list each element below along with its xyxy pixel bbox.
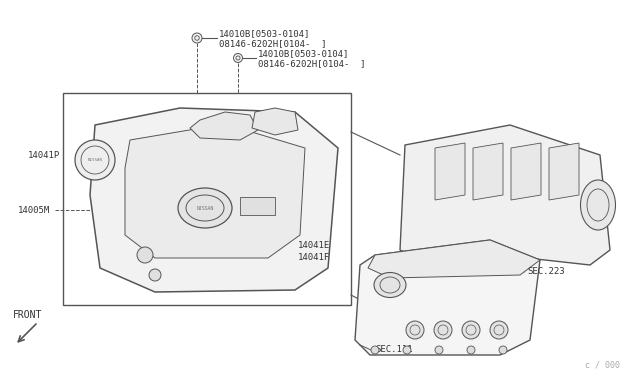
Polygon shape (368, 240, 540, 278)
Polygon shape (400, 125, 610, 265)
Circle shape (192, 33, 202, 43)
Circle shape (234, 54, 243, 62)
Text: V6: V6 (253, 204, 261, 210)
Text: 08146-6202H[0104-  ]: 08146-6202H[0104- ] (219, 39, 326, 48)
Circle shape (284, 254, 292, 262)
Polygon shape (90, 108, 338, 292)
Circle shape (467, 346, 475, 354)
Ellipse shape (580, 180, 616, 230)
Circle shape (406, 321, 424, 339)
Text: 08146-6202H[0104-  ]: 08146-6202H[0104- ] (258, 60, 365, 68)
Circle shape (462, 321, 480, 339)
Text: NISSAN: NISSAN (88, 158, 102, 162)
Text: c / 000: c / 000 (585, 360, 620, 369)
Ellipse shape (374, 273, 406, 298)
Text: SEC.111: SEC.111 (375, 346, 413, 355)
Text: 14041P: 14041P (28, 151, 60, 160)
Bar (63, 93, 351, 305)
Circle shape (499, 346, 507, 354)
Polygon shape (355, 240, 540, 355)
Ellipse shape (178, 188, 232, 228)
Text: 14041E: 14041E (298, 241, 330, 250)
Polygon shape (511, 143, 541, 200)
Text: 14010B[0503-0104]: 14010B[0503-0104] (258, 49, 349, 58)
Polygon shape (435, 143, 465, 200)
Polygon shape (473, 143, 503, 200)
Text: 14010B[0503-0104]: 14010B[0503-0104] (219, 29, 310, 38)
Circle shape (371, 346, 379, 354)
Circle shape (490, 321, 508, 339)
Text: 14041F: 14041F (298, 253, 330, 263)
Text: NISSAN: NISSAN (196, 205, 214, 211)
Polygon shape (240, 197, 275, 215)
Polygon shape (190, 112, 258, 140)
Text: 14005M: 14005M (18, 205, 51, 215)
Circle shape (287, 244, 294, 251)
Circle shape (434, 321, 452, 339)
Circle shape (75, 140, 115, 180)
Polygon shape (125, 124, 305, 258)
Polygon shape (252, 108, 298, 135)
Circle shape (149, 269, 161, 281)
Polygon shape (549, 143, 579, 200)
Text: SEC.223: SEC.223 (527, 267, 564, 276)
Text: FRONT: FRONT (13, 310, 43, 320)
Circle shape (403, 346, 411, 354)
Circle shape (137, 247, 153, 263)
Circle shape (435, 346, 443, 354)
